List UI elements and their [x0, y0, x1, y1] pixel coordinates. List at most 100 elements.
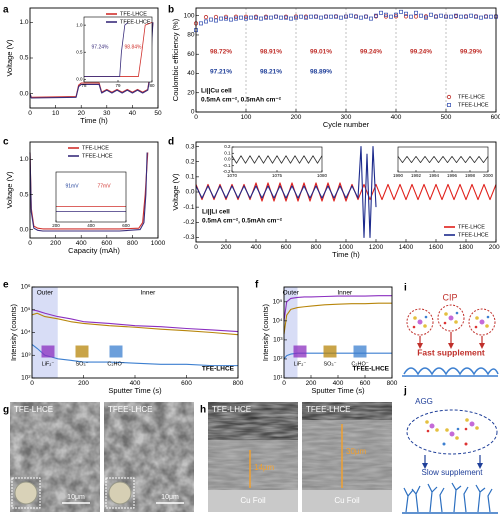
photo-frame — [105, 477, 135, 509]
molecule — [412, 325, 416, 329]
x-axis-title: Capacity (mAh) — [68, 246, 120, 255]
scale-label: 10μm — [161, 494, 179, 501]
x-tick-label: 200 — [291, 114, 302, 121]
y-tick-label: 10⁵ — [21, 306, 31, 313]
solvation-cluster — [406, 304, 496, 336]
x-tick-label: 1800 — [459, 244, 474, 251]
point — [299, 14, 303, 19]
x-axis-title: Time (h) — [80, 116, 108, 125]
solvation-cluster — [468, 308, 496, 336]
point — [309, 14, 313, 19]
arrow — [417, 332, 485, 349]
x-tick-label: 600 — [101, 240, 112, 247]
y-tick-label: 0.1 — [224, 150, 231, 155]
legend-icon — [323, 345, 337, 358]
series-line — [195, 146, 377, 238]
point — [259, 16, 263, 21]
point — [454, 13, 458, 18]
substrate-label: Cu Foil — [334, 496, 360, 505]
x-tick-label: 20 — [78, 110, 86, 117]
panel-letter: c — [3, 137, 9, 148]
y-tick-label: 10³ — [21, 352, 31, 359]
x-tick-label: 79 — [115, 83, 121, 88]
series-line — [283, 295, 392, 321]
legend-icon — [75, 345, 89, 358]
point — [464, 14, 468, 19]
annotation: 99.29% — [460, 49, 482, 56]
annotation: 98.72% — [210, 49, 232, 56]
point — [429, 12, 433, 17]
annotation: Li||Li cell — [202, 209, 230, 216]
y-tick-label: 0.5 — [19, 55, 28, 62]
cu-foil — [302, 490, 392, 512]
x-tick-label: 1992 — [411, 173, 422, 178]
molecule — [413, 316, 417, 320]
point — [439, 13, 443, 18]
point — [489, 14, 493, 19]
molecule — [454, 320, 458, 324]
point — [449, 14, 453, 19]
x-tick-label: 200 — [78, 380, 89, 387]
point — [289, 16, 293, 21]
x-axis-title: Time (h) — [332, 250, 360, 259]
y-tick-label: -0.2 — [223, 169, 231, 174]
legend-label: C₂HO⁻ — [107, 361, 124, 367]
molecule — [465, 418, 469, 422]
x-tick-label: 0 — [194, 114, 198, 121]
legend-label: TFE-LHCE — [458, 94, 485, 100]
y-tick-label: -0.2 — [183, 219, 195, 226]
series-line — [31, 309, 239, 333]
x-tick-label: 1400 — [399, 244, 414, 251]
scheme-caption: Slow supplement — [422, 468, 484, 477]
plot-area — [398, 147, 488, 172]
x-tick-label: 1994 — [429, 173, 440, 178]
point — [394, 12, 398, 17]
x-tick-label: 400 — [76, 240, 87, 247]
point — [379, 10, 383, 15]
region-label: Outer — [283, 290, 300, 297]
molecule — [464, 427, 468, 431]
y-tick-label: 0.1 — [185, 174, 194, 181]
y-axis-title: Coulombic efficiency (%) — [171, 18, 180, 101]
x-tick-label: 500 — [441, 114, 452, 121]
point — [269, 15, 273, 20]
molecule — [475, 316, 479, 320]
point — [354, 14, 358, 19]
x-tick-label: 0 — [194, 244, 198, 251]
point — [414, 10, 418, 15]
y-axis-title: Voltage (V) — [5, 39, 14, 77]
legend-label: SO₃⁻ — [75, 361, 88, 367]
point — [329, 14, 333, 19]
dendrites — [403, 482, 493, 513]
sem-texture — [302, 402, 392, 490]
annotation: 91mV — [65, 183, 79, 189]
point — [479, 15, 483, 20]
point — [304, 15, 308, 20]
plot-area — [284, 287, 392, 378]
point — [334, 14, 338, 19]
legend-label: TFE-LHCE — [458, 224, 485, 230]
thickness-label: 30μm — [346, 447, 367, 456]
legend-icon — [353, 345, 367, 358]
point — [244, 16, 248, 21]
legend-label: TFEE-LHCE — [458, 102, 489, 108]
point — [209, 17, 213, 22]
molecule — [464, 442, 468, 446]
plot-area — [232, 147, 322, 172]
legend-label: TFEE-LHCE — [120, 19, 151, 25]
coin-photo — [108, 481, 132, 505]
x-tick-label: 1070 — [227, 173, 238, 178]
panel-letter: d — [168, 137, 174, 148]
x-tick-label: 800 — [387, 380, 398, 387]
region-label: Inner — [337, 290, 353, 297]
point — [324, 14, 328, 19]
legend-label: TFE-LHCE — [120, 11, 147, 17]
x-tick-label: 200 — [221, 244, 232, 251]
y-tick-label: 0.3 — [185, 143, 194, 150]
point — [254, 15, 258, 20]
molecule — [485, 324, 489, 328]
series-line — [31, 312, 239, 336]
legend-label: SO₃⁻ — [323, 361, 336, 367]
plot-frame — [29, 141, 159, 239]
y-tick-label: 10² — [273, 356, 283, 363]
